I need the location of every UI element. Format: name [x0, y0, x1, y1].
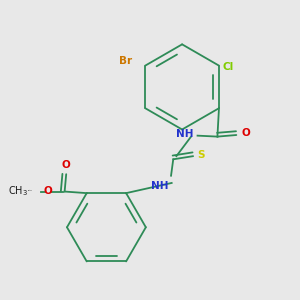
Text: NH: NH: [176, 129, 194, 140]
Text: Br: Br: [119, 56, 133, 66]
Text: CH$_3$: CH$_3$: [8, 184, 28, 197]
Text: O: O: [241, 128, 250, 138]
Text: S: S: [197, 150, 204, 160]
Text: NH: NH: [151, 181, 169, 191]
Text: O: O: [44, 186, 52, 196]
Text: methyl: methyl: [28, 190, 32, 191]
Text: Cl: Cl: [222, 62, 233, 72]
Text: O: O: [62, 160, 70, 170]
